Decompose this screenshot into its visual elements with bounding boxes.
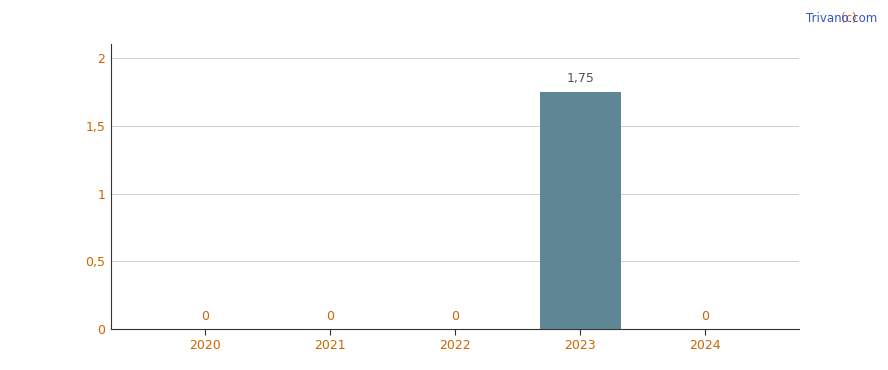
Text: Trivano.com: Trivano.com: [806, 12, 877, 25]
Text: 0: 0: [702, 310, 710, 323]
Text: 0: 0: [326, 310, 334, 323]
Text: 1,75: 1,75: [567, 72, 594, 85]
Text: 0: 0: [451, 310, 459, 323]
Text: (c): (c): [841, 12, 857, 25]
Bar: [540, 92, 621, 329]
Text: 0: 0: [201, 310, 209, 323]
